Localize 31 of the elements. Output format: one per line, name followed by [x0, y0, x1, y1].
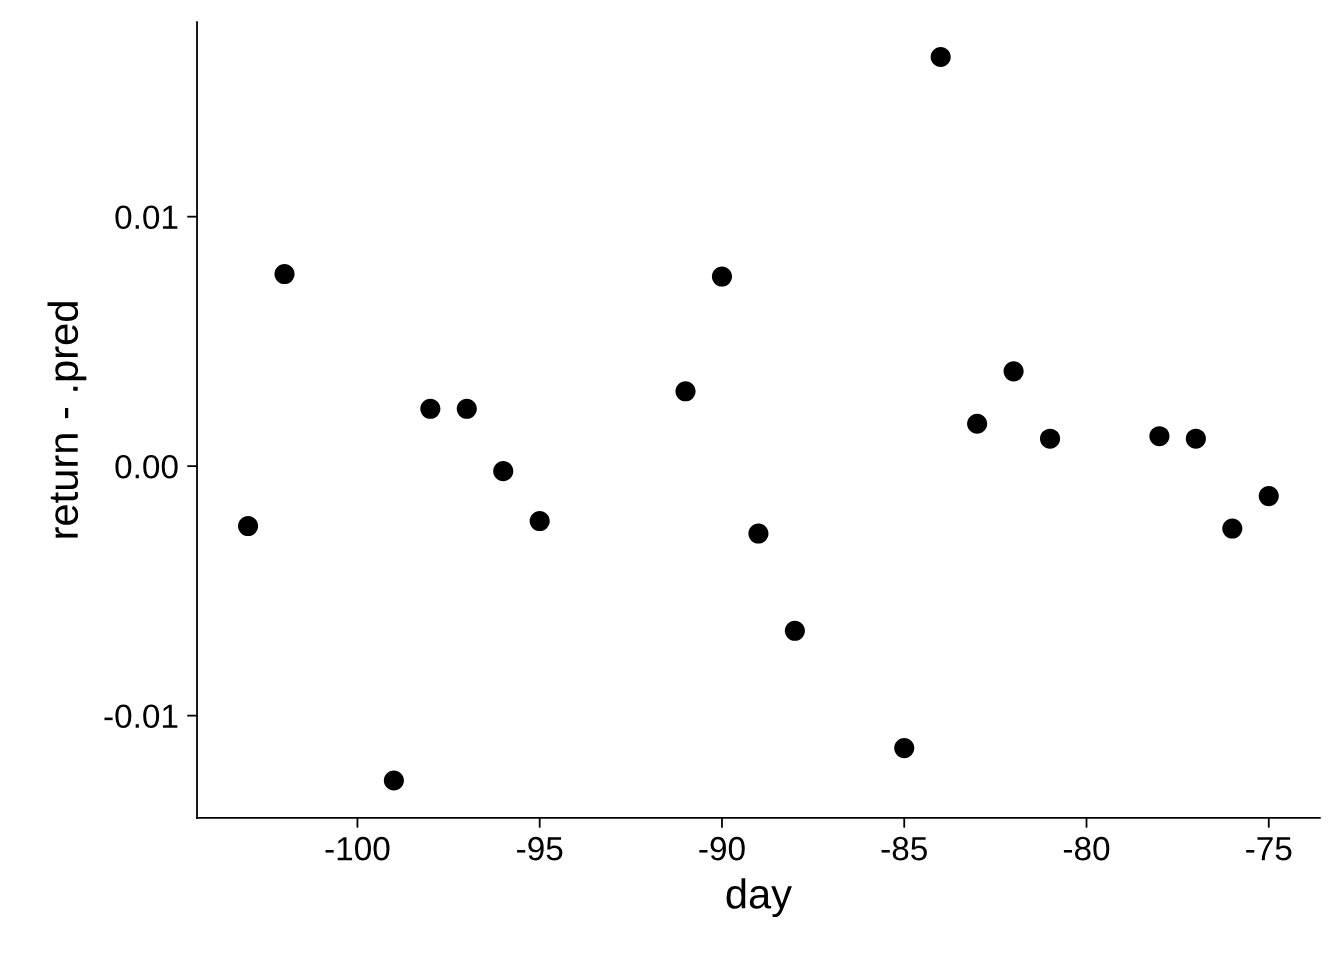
y-axis-title: return - .pred	[47, 302, 87, 538]
point	[894, 738, 915, 759]
point	[967, 413, 988, 434]
point	[1258, 486, 1279, 507]
point	[930, 46, 951, 68]
point	[420, 398, 441, 419]
point	[784, 620, 805, 641]
x-tick-label: -80	[1063, 836, 1110, 861]
x-tick-label: -75	[1246, 837, 1292, 861]
point	[529, 510, 550, 532]
x-tick-label: -100	[325, 836, 390, 861]
point	[1222, 518, 1243, 539]
x-tick-label: -90	[699, 836, 745, 861]
x-tick-label: -85	[881, 836, 927, 861]
point	[274, 263, 295, 285]
point	[456, 398, 477, 419]
y-tick-label: 0.00	[115, 454, 178, 479]
point	[383, 770, 404, 791]
x-tick-label: -95	[517, 836, 563, 861]
point	[748, 523, 769, 544]
point	[1185, 428, 1206, 449]
point	[1039, 428, 1061, 449]
point	[493, 461, 514, 482]
point	[675, 381, 696, 402]
point	[1003, 361, 1024, 382]
point	[1149, 426, 1170, 447]
y-tick-label: -0.01	[104, 704, 178, 729]
x-axis-title: day	[726, 878, 792, 917]
point	[238, 515, 259, 537]
point	[711, 266, 733, 287]
y-tick-label: 0.01	[115, 205, 178, 230]
